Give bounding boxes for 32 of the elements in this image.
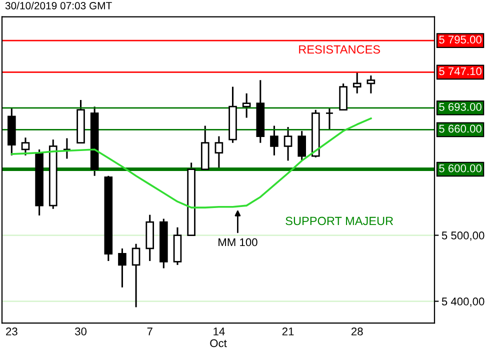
x-tick-label: 21 (282, 328, 294, 336)
candlestick (118, 248, 126, 288)
annotation: RESISTANCES (299, 45, 380, 54)
ref-line-label: 5 795.00 (439, 36, 482, 44)
ref-line-label: 5 660.00 (439, 124, 482, 133)
x-tick-label: 30 (75, 328, 87, 336)
ref-line-label: 5 693.00 (439, 103, 482, 111)
y-tick-label: 5 400,00 (442, 298, 484, 307)
candlestick (298, 130, 306, 162)
candlestick (242, 92, 251, 119)
candlestick (366, 74, 376, 94)
text: 30/10/2019 07:03 GMT (5, 2, 112, 10)
x-tick-label: 7 (147, 328, 152, 336)
candlestick (62, 137, 72, 160)
x-tick-label: 28 (352, 328, 363, 336)
candlestick (270, 124, 278, 156)
x-tick-label: 14 (214, 328, 225, 336)
x-tick-label: 23 (6, 328, 18, 336)
candlestick (325, 108, 334, 130)
candlestick (284, 126, 292, 162)
candlestick (352, 71, 362, 94)
annotation: SUPPORT MAJEUR (286, 216, 394, 226)
candlestick (21, 136, 30, 156)
candlestick (132, 243, 140, 308)
annotation: MM 100 (218, 238, 258, 246)
candlestick (339, 82, 348, 111)
x-axis-title: Oct (210, 339, 227, 348)
candlestick (214, 136, 224, 170)
ref-line-label: 5 600.00 (439, 164, 482, 172)
y-tick-label: 5 500,00 (442, 232, 484, 241)
ref-line-label: 5 747.10 (439, 67, 482, 76)
line-series (10, 118, 372, 208)
